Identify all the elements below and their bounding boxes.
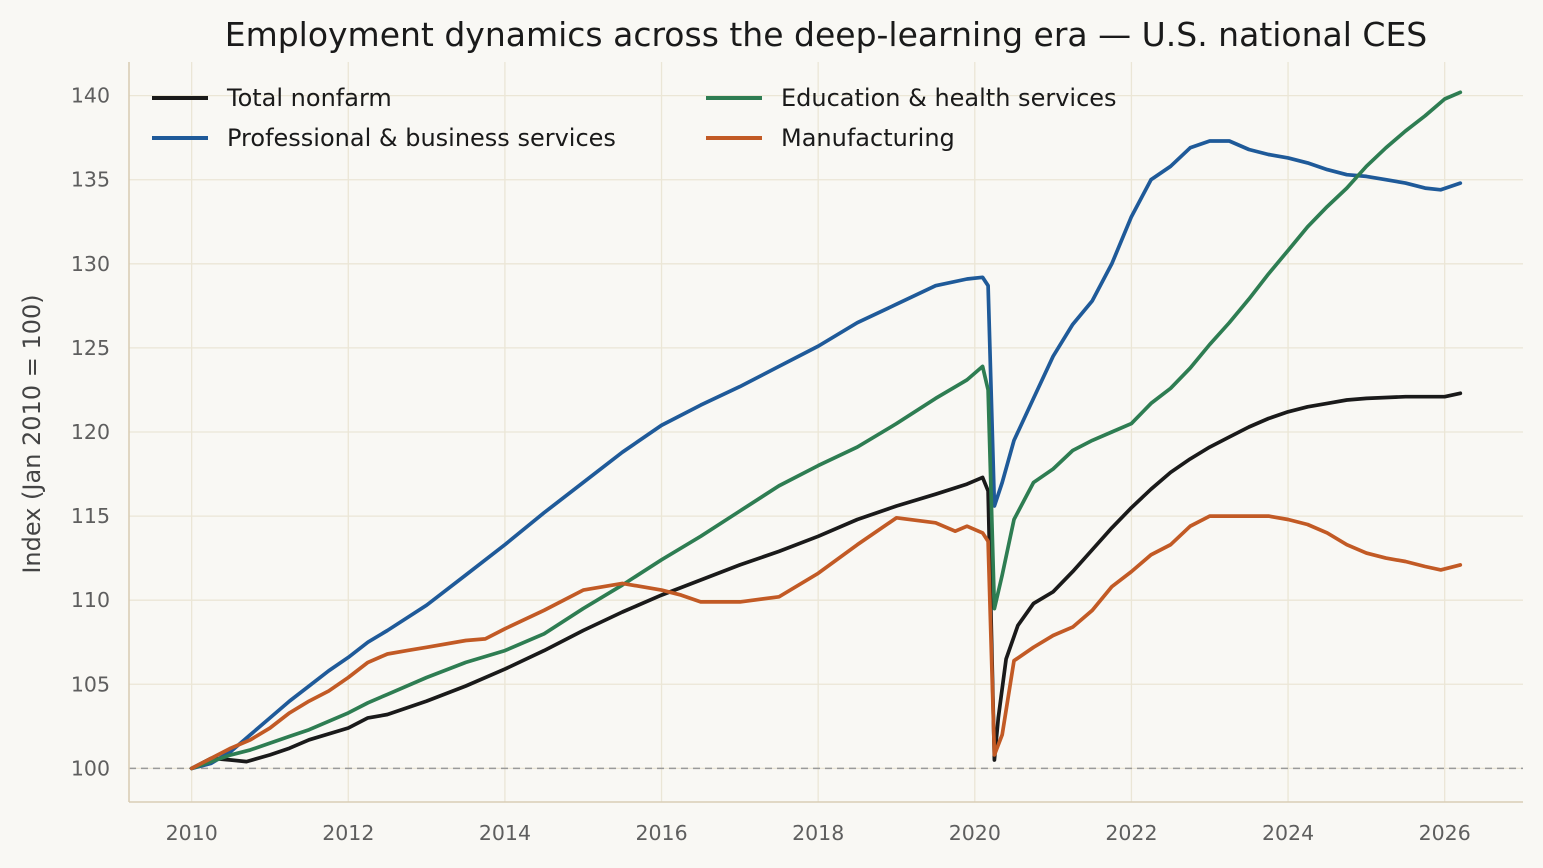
y-tick-label: 115 (71, 504, 110, 528)
y-tick-label: 110 (71, 588, 110, 612)
y-tick-label: 120 (71, 420, 110, 444)
series-line-1 (189, 139, 1463, 771)
legend: Total nonfarm Professional & business ser… (152, 84, 1117, 152)
x-tick-label: 2010 (166, 821, 218, 845)
chart-title: Employment dynamics across the deep-lear… (225, 15, 1428, 54)
x-tick-label: 2016 (635, 821, 687, 845)
x-tick-label: 2026 (1419, 821, 1471, 845)
series-line-3 (189, 514, 1463, 771)
y-tick-label: 130 (71, 252, 110, 276)
y-tick-label: 125 (71, 336, 110, 360)
y-tick-label: 135 (71, 168, 110, 192)
legend-label: Professional & business services (227, 124, 616, 152)
y-axis-label: Index (Jan 2010 = 100) (18, 294, 46, 573)
legend-label: Total nonfarm (226, 84, 392, 112)
x-tick-label: 2022 (1105, 821, 1157, 845)
x-tick-label: 2024 (1262, 821, 1314, 845)
series-line-2 (189, 90, 1463, 771)
legend-label: Education & health services (781, 84, 1117, 112)
y-tick-label: 140 (71, 84, 110, 108)
x-tick-label: 2014 (479, 821, 531, 845)
x-tick-label: 2018 (792, 821, 844, 845)
data-series (189, 90, 1463, 771)
y-tick-label: 105 (71, 672, 110, 696)
series-line-0 (189, 391, 1463, 771)
tick-labels: 2010 2012 2014 2016 2018 2020 2022 2024 2026 100 1… (71, 84, 1471, 845)
x-tick-label: 2012 (322, 821, 374, 845)
y-tick-label: 100 (71, 756, 110, 780)
x-tick-label: 2020 (949, 821, 1001, 845)
legend-label: Manufacturing (781, 124, 955, 152)
grid-lines (129, 62, 1523, 802)
